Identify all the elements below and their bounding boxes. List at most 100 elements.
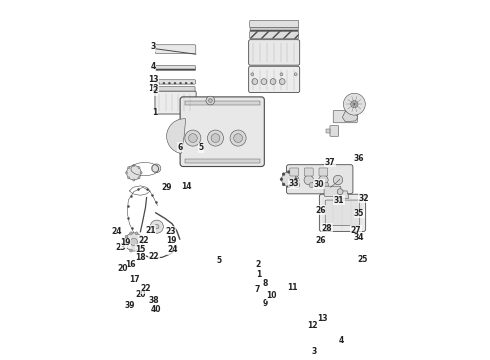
Circle shape	[337, 189, 343, 195]
Text: 22: 22	[148, 252, 159, 261]
Text: 31: 31	[334, 195, 344, 204]
Circle shape	[294, 183, 300, 188]
Circle shape	[135, 232, 138, 235]
Text: 2: 2	[152, 86, 158, 95]
FancyBboxPatch shape	[325, 200, 360, 226]
Circle shape	[206, 96, 215, 105]
Circle shape	[293, 183, 295, 186]
Text: 21: 21	[145, 226, 155, 235]
Text: 36: 36	[354, 154, 365, 163]
Circle shape	[261, 79, 267, 85]
Text: 23: 23	[165, 226, 175, 235]
Circle shape	[129, 232, 132, 235]
Circle shape	[209, 99, 212, 102]
Circle shape	[230, 130, 246, 146]
FancyBboxPatch shape	[330, 126, 339, 136]
Circle shape	[126, 165, 141, 180]
Text: 1: 1	[152, 108, 158, 117]
Circle shape	[125, 233, 143, 251]
Circle shape	[189, 134, 197, 143]
Text: 13: 13	[318, 314, 328, 323]
FancyBboxPatch shape	[290, 168, 298, 176]
Circle shape	[234, 134, 243, 143]
Circle shape	[185, 130, 201, 146]
Text: 23: 23	[116, 243, 126, 252]
Circle shape	[152, 164, 161, 173]
Text: 37: 37	[324, 158, 335, 167]
FancyBboxPatch shape	[155, 91, 196, 114]
FancyBboxPatch shape	[248, 40, 300, 65]
FancyBboxPatch shape	[326, 129, 330, 133]
Circle shape	[150, 220, 163, 233]
Text: 38: 38	[148, 296, 159, 305]
Circle shape	[125, 235, 128, 238]
FancyBboxPatch shape	[250, 21, 298, 28]
FancyBboxPatch shape	[156, 66, 196, 71]
Text: 2: 2	[256, 260, 261, 269]
FancyBboxPatch shape	[248, 66, 300, 93]
Text: 39: 39	[124, 301, 135, 310]
Circle shape	[290, 175, 299, 185]
Circle shape	[140, 246, 143, 249]
Text: 29: 29	[161, 183, 172, 192]
Text: 10: 10	[267, 291, 277, 300]
Text: 12: 12	[307, 321, 318, 330]
Text: 12: 12	[148, 84, 158, 93]
Text: 34: 34	[354, 233, 365, 242]
Circle shape	[280, 178, 283, 181]
Text: 19: 19	[166, 236, 176, 245]
Text: 24: 24	[168, 246, 178, 255]
Text: 25: 25	[358, 255, 368, 264]
Circle shape	[251, 73, 254, 76]
FancyBboxPatch shape	[319, 194, 366, 231]
Polygon shape	[334, 191, 349, 198]
Text: 22: 22	[140, 284, 151, 293]
Circle shape	[282, 183, 285, 186]
Text: 9: 9	[263, 300, 268, 309]
Text: 20: 20	[117, 264, 127, 273]
Circle shape	[130, 238, 138, 246]
FancyBboxPatch shape	[304, 168, 313, 176]
Circle shape	[125, 172, 127, 174]
FancyBboxPatch shape	[156, 80, 196, 84]
Circle shape	[318, 175, 328, 185]
Bar	[185, 101, 260, 104]
Text: 16: 16	[125, 260, 135, 269]
Text: 24: 24	[111, 227, 122, 236]
FancyBboxPatch shape	[287, 165, 353, 194]
Circle shape	[287, 171, 290, 174]
Text: 13: 13	[148, 75, 158, 84]
Text: 3: 3	[312, 347, 317, 356]
Text: 5: 5	[199, 143, 204, 152]
Text: 3: 3	[150, 42, 156, 51]
Text: 33: 33	[288, 179, 299, 188]
Bar	[185, 159, 260, 163]
Circle shape	[351, 100, 358, 108]
Circle shape	[252, 79, 258, 85]
Text: 7: 7	[254, 285, 260, 294]
Text: 27: 27	[351, 226, 362, 235]
Circle shape	[123, 240, 126, 243]
Text: 30: 30	[314, 180, 324, 189]
Text: 40: 40	[150, 305, 161, 314]
Circle shape	[279, 79, 285, 85]
Circle shape	[133, 164, 135, 167]
Text: 19: 19	[121, 238, 131, 247]
Circle shape	[304, 175, 314, 185]
Circle shape	[281, 172, 296, 186]
Text: 14: 14	[181, 182, 192, 191]
FancyBboxPatch shape	[156, 87, 195, 91]
Text: 8: 8	[262, 279, 268, 288]
Circle shape	[280, 73, 283, 76]
Polygon shape	[343, 112, 358, 122]
Circle shape	[293, 173, 295, 176]
Text: 26: 26	[315, 206, 326, 215]
Text: 26: 26	[315, 236, 326, 245]
Text: 28: 28	[322, 224, 332, 233]
Text: 18: 18	[135, 253, 146, 262]
Circle shape	[294, 178, 297, 181]
Circle shape	[282, 173, 285, 176]
Circle shape	[142, 240, 145, 243]
Wedge shape	[167, 119, 186, 153]
Circle shape	[135, 249, 138, 252]
